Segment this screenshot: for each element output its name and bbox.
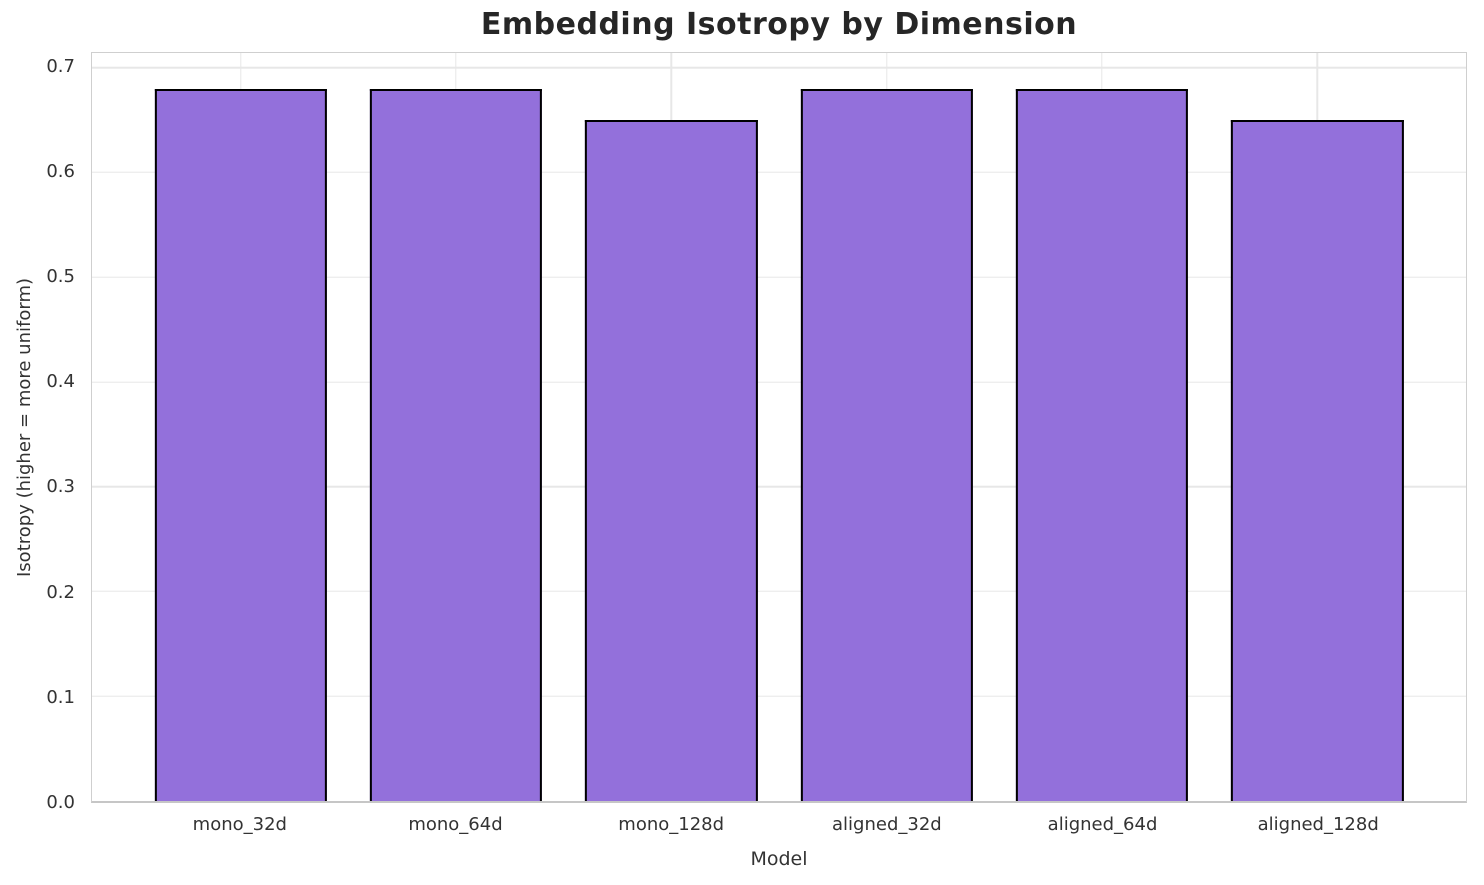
chart-title: Embedding Isotropy by Dimension — [480, 7, 1078, 42]
y-tick-label: 0.6 — [46, 160, 75, 182]
h-gridline — [92, 590, 1466, 593]
y-tick-label: 0.0 — [46, 792, 75, 813]
h-gridline — [92, 276, 1466, 278]
h-gridline — [92, 66, 1466, 69]
plot-area — [91, 52, 1467, 803]
y-tick-label: 0.1 — [46, 686, 75, 708]
x-tick-label: aligned_64d — [1047, 814, 1158, 835]
bar-mono_32d — [154, 88, 327, 801]
y-tick-label: 0.3 — [46, 476, 75, 498]
x-tick-label: mono_32d — [192, 814, 287, 835]
bars-row — [133, 53, 1425, 801]
h-gridline — [92, 381, 1466, 383]
y-axis-ticks: 0.0 0.1 0.2 0.3 0.4 0.5 0.6 0.7 — [0, 52, 83, 811]
bar-mono_64d — [369, 88, 543, 801]
bar-slot — [779, 53, 994, 801]
x-axis-label: Model — [750, 848, 808, 870]
y-tick-label: 0.7 — [46, 55, 75, 77]
h-gridline — [92, 486, 1466, 488]
y-tick-label: 0.2 — [46, 581, 75, 603]
bar-slot — [348, 53, 563, 801]
h-gridline — [92, 695, 1466, 697]
x-tick-label: aligned_128d — [1257, 814, 1379, 835]
y-tick-label: 0.4 — [46, 371, 75, 393]
bar-mono_128d — [585, 120, 758, 801]
x-tick-label: aligned_32d — [832, 814, 942, 835]
bar-slot — [564, 53, 779, 801]
y-tick-label: 0.5 — [46, 266, 75, 288]
bar-aligned_128d — [1231, 120, 1404, 801]
bar-aligned_64d — [1015, 88, 1189, 801]
x-axis-ticks: mono_32d mono_64d mono_128d aligned_32d alig… — [132, 814, 1426, 835]
x-tick-label: mono_128d — [618, 814, 725, 835]
bar-aligned_32d — [800, 88, 973, 801]
x-tick-label: mono_64d — [408, 814, 503, 835]
h-gridline — [92, 171, 1466, 174]
bar-slot — [1210, 53, 1425, 801]
bar-slot — [994, 53, 1209, 801]
bar-slot — [133, 53, 348, 801]
